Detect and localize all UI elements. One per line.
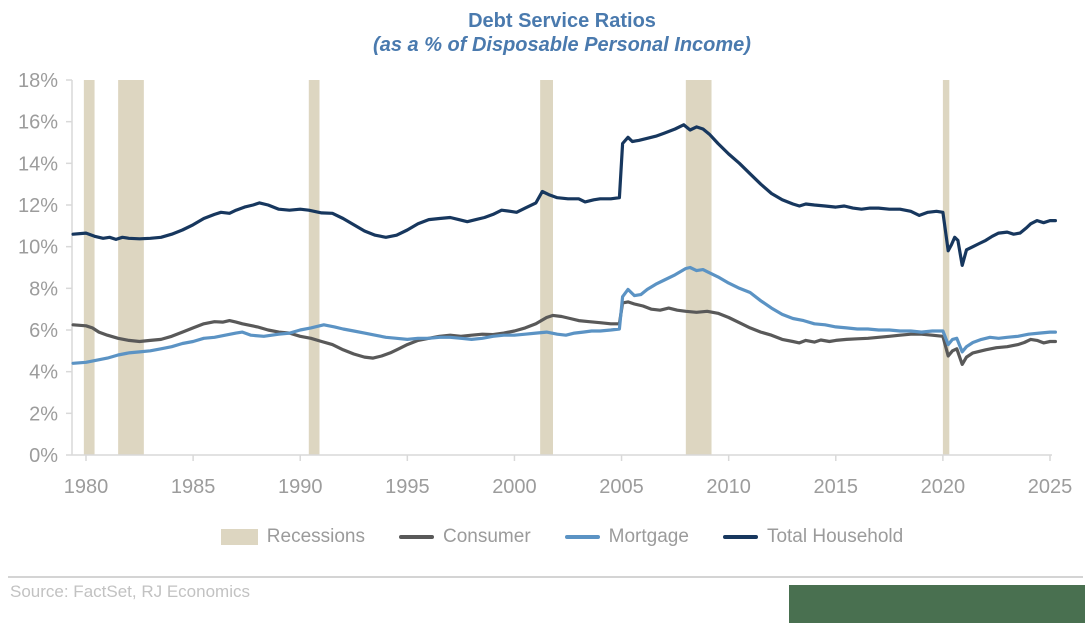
legend-item-consumer: Consumer: [399, 526, 531, 548]
recessions-swatch: [220, 529, 258, 545]
total-household-line-swatch: [722, 535, 758, 539]
legend: Recessions Consumer Mortgage Total House…: [72, 522, 1052, 552]
recession-band: [942, 80, 950, 455]
legend-label-mortgage: Mortgage: [608, 526, 689, 547]
chart-subtitle: (as a % of Disposable Personal Income): [373, 34, 751, 56]
x-tick-label: 2000: [492, 476, 537, 498]
recession-band: [685, 80, 712, 455]
recession-band: [83, 80, 95, 455]
recession-band: [540, 80, 554, 455]
y-tick-label: 0%: [29, 445, 58, 467]
y-tick-label: 18%: [18, 70, 58, 92]
source-note: Source: FactSet, RJ Economics: [10, 582, 250, 601]
consumer-line-swatch: [399, 535, 434, 539]
x-tick-label: 2010: [706, 476, 751, 498]
logo-placeholder: [789, 585, 1085, 623]
x-tick-label: 1995: [385, 476, 430, 498]
x-tick-label: 1980: [64, 476, 109, 498]
y-tick-label: 6%: [29, 320, 58, 342]
recession-band: [308, 80, 320, 455]
y-tick-label: 14%: [18, 153, 58, 175]
x-tick-label: 1990: [278, 476, 323, 498]
series-line-consumer: [71, 300, 1058, 366]
legend-label-total-household: Total Household: [766, 526, 904, 547]
recession-band: [118, 80, 144, 455]
x-tick-label: 1985: [171, 476, 216, 498]
footer-divider: [8, 576, 1083, 578]
mortgage-line-swatch: [564, 535, 600, 539]
legend-item-total-household: Total Household: [722, 526, 904, 548]
legend-label-consumer: Consumer: [443, 526, 531, 547]
series-line-total-household: [71, 123, 1058, 267]
y-tick-label: 12%: [18, 195, 58, 217]
x-tick-label: 2020: [921, 476, 966, 498]
chart-title: Debt Service Ratios: [468, 10, 656, 32]
legend-item-recessions: Recessions: [220, 526, 365, 548]
y-tick-label: 8%: [29, 278, 58, 300]
x-tick-label: 2005: [599, 476, 644, 498]
y-tick-label: 2%: [29, 403, 58, 425]
x-tick-label: 2015: [814, 476, 859, 498]
legend-item-mortgage: Mortgage: [564, 526, 689, 548]
legend-label-recessions: Recessions: [266, 526, 365, 547]
series-line-mortgage: [71, 265, 1058, 365]
y-tick-label: 10%: [18, 237, 58, 259]
y-tick-label: 16%: [18, 112, 58, 134]
x-tick-label: 2025: [1028, 476, 1073, 498]
y-tick-label: 4%: [29, 362, 58, 384]
